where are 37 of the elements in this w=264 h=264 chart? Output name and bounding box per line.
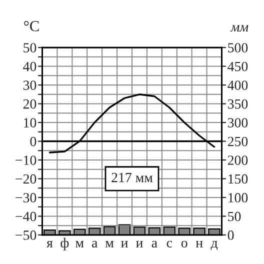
annotation: 217 мм (112, 172, 153, 182)
x-tick-label: и (121, 241, 128, 248)
y2-tick-label: 350 (228, 99, 248, 109)
y-tick-label: 40 (23, 62, 36, 72)
y2-tick-label: 200 (228, 156, 248, 165)
y2-tick-label: 250 (228, 136, 248, 146)
y2-tick-label: 100 (228, 193, 248, 202)
y-tick-label: −20 (16, 174, 36, 184)
x-tick-label: я (46, 241, 53, 248)
y2-tick-label: 300 (228, 118, 248, 128)
y-tick-label: 20 (23, 99, 36, 109)
y2-tick-label: 0 (228, 230, 234, 240)
y-tick-label: −40 (16, 212, 36, 222)
y-axis-title: °C (24, 20, 39, 32)
x-tick-label: и (136, 241, 143, 248)
x-tick-label: ф (60, 238, 69, 250)
y-tick-label: 50 (24, 43, 36, 52)
x-tick-label: о (181, 240, 188, 248)
x-tick-label: а (92, 240, 98, 248)
y-tick-label: −10 (16, 156, 36, 165)
y-tick-label: 30 (23, 80, 36, 90)
x-tick-label: н (196, 241, 203, 248)
y2-tick-label: 50 (228, 212, 241, 222)
y-tick-label: 0 (30, 136, 36, 146)
y2-tick-label: 150 (228, 174, 248, 184)
x-tick-label: м (76, 241, 84, 248)
y2-tick-label: 400 (228, 80, 248, 90)
y-tick-label: −50 (16, 230, 36, 240)
y-tick-label: 10 (24, 118, 36, 128)
x-tick-label: с (166, 240, 172, 248)
x-tick-label: м (105, 241, 114, 248)
y2-tick-label: 500 (228, 43, 248, 52)
y2-axis-title: мм (230, 25, 248, 32)
x-tick-label: д (210, 241, 218, 250)
x-tick-label: а (152, 240, 158, 248)
y2-tick-label: 450 (228, 62, 248, 72)
y-tick-label: −30 (16, 193, 36, 202)
